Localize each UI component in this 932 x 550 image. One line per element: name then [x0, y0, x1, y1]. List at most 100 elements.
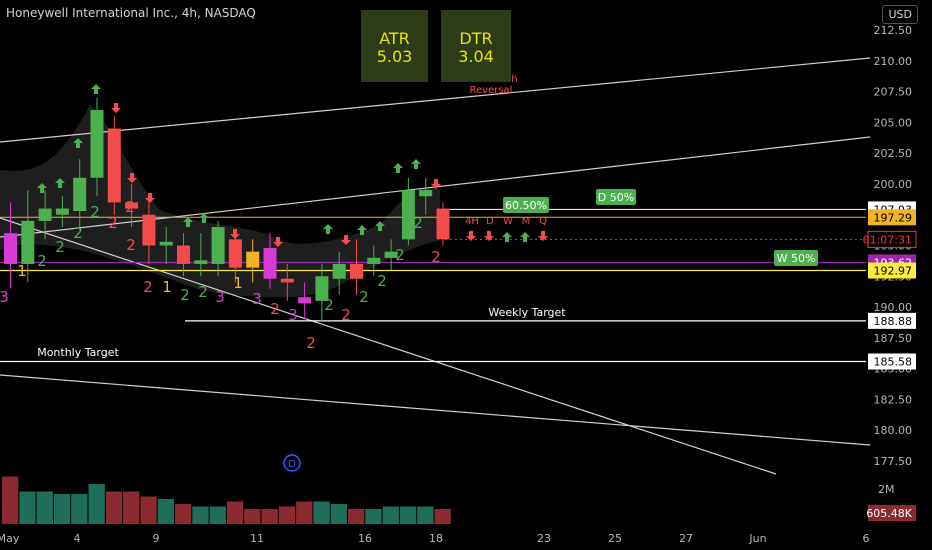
- sequence-count: 2: [359, 288, 369, 306]
- dtr-label: DTR: [459, 29, 493, 48]
- volume-bar: [278, 506, 296, 524]
- arrow-down-icon: [273, 237, 283, 247]
- currency-button[interactable]: USD: [882, 5, 918, 24]
- sequence-count: 2: [55, 238, 65, 256]
- volume-bar: [105, 491, 123, 524]
- candle-body: [90, 110, 104, 178]
- candle-body: [401, 190, 415, 240]
- volume-bar: [330, 504, 347, 524]
- sequence-count: 2: [143, 278, 153, 296]
- p60-tag: 60.50%: [505, 199, 547, 212]
- price-label-bg: [867, 230, 917, 248]
- volume-bar: [244, 509, 261, 524]
- candle-body: [436, 208, 450, 240]
- price-label: 197.29: [874, 211, 913, 224]
- volume-bar: [399, 506, 417, 524]
- volume-bar: [19, 491, 36, 524]
- arrow-up-icon: [37, 183, 47, 193]
- x-tick-label: May: [0, 532, 20, 545]
- sequence-count: 2: [180, 286, 190, 304]
- candle-body: [332, 263, 346, 279]
- candle-body: [298, 297, 312, 304]
- sequence-count: 2: [413, 214, 423, 232]
- candle-body: [142, 214, 156, 246]
- candle-body: [55, 208, 69, 215]
- volume-bar: [175, 504, 192, 524]
- volume-bar: [2, 476, 19, 524]
- y-tick-label: 205.00: [874, 116, 913, 129]
- sequence-count: 3: [252, 290, 262, 308]
- w50-tag-bg: [774, 250, 818, 266]
- atr-label: ATR: [379, 29, 410, 48]
- arrow-down-icon: [484, 231, 494, 241]
- sequence-count: 2: [341, 306, 351, 324]
- candle-body: [159, 241, 173, 246]
- arrow-down-icon: [127, 173, 137, 183]
- x-tick-label: 16: [358, 532, 372, 545]
- arrow-down-icon: [466, 231, 476, 241]
- sequence-count: 2: [324, 296, 334, 314]
- weekly-target-label: Weekly Target: [488, 306, 566, 319]
- trend-line-upper: [0, 57, 871, 143]
- trend-line-falling: [0, 217, 777, 475]
- x-tick-label: 27: [679, 532, 693, 545]
- price-label: 192.97: [874, 264, 913, 277]
- volume-tick-label: 2M: [878, 483, 895, 496]
- volume-bar: [53, 494, 71, 524]
- d50-tag: D 50%: [598, 191, 634, 204]
- volume-bar: [382, 506, 399, 524]
- timeframe-label: W: [503, 216, 513, 227]
- candle-body: [125, 202, 139, 209]
- x-tick-label: 25: [608, 532, 622, 545]
- candle-body: [177, 245, 190, 264]
- price-label: 188.88: [874, 315, 913, 328]
- sequence-count: 2: [198, 283, 208, 301]
- volume-bar: [313, 501, 330, 524]
- sequence-count: 2: [395, 246, 405, 264]
- y-tick-label: 200.00: [874, 178, 913, 191]
- candle-body: [211, 227, 225, 264]
- candle-body: [280, 278, 294, 283]
- arrow-up-icon: [91, 84, 101, 94]
- chart-title: Honeywell International Inc., 4h, NASDAQ: [6, 6, 256, 20]
- candle-body: [38, 208, 52, 221]
- monthly-target-label: Monthly Target: [37, 346, 119, 359]
- candle-body: [107, 128, 121, 203]
- w50-tag: W 50%: [777, 252, 816, 265]
- timeframe-label: 4H: [465, 216, 479, 227]
- y-tick-label: 202.50: [874, 147, 913, 160]
- timeframe-label: Q: [539, 216, 547, 227]
- y-tick-label: 177.50: [874, 455, 913, 468]
- arrow-up-icon: [183, 217, 193, 227]
- arrow-up-icon: [55, 178, 65, 188]
- sequence-count: 2: [108, 214, 118, 232]
- sequence-count: 2: [377, 272, 387, 290]
- d-circle-icon: [283, 454, 301, 472]
- arrow-up-icon: [502, 232, 512, 242]
- y-tick-label: 210.00: [874, 55, 913, 68]
- volume-label-bg: [868, 505, 916, 521]
- sequence-count: 3: [288, 306, 298, 324]
- y-tick-label: 190.00: [874, 301, 913, 314]
- candle-body: [350, 263, 363, 279]
- volume-bar: [261, 509, 278, 524]
- timeframe-label: D: [486, 216, 494, 227]
- sequence-count: 2: [73, 224, 83, 242]
- x-tick-label: 4: [74, 532, 81, 545]
- volume-bar: [36, 491, 53, 524]
- sequence-count: 1: [162, 278, 172, 296]
- atr-value: 5.03: [376, 47, 413, 66]
- sequence-count: 2: [125, 198, 135, 216]
- volume-bar: [226, 501, 244, 524]
- candle-body: [73, 177, 87, 212]
- sequence-count: 3: [0, 288, 9, 306]
- volume-bar: [140, 496, 157, 524]
- price-label-bg: [868, 312, 916, 329]
- candle-body: [315, 276, 329, 301]
- volume-bar: [348, 509, 365, 524]
- volume-bar: [123, 491, 140, 524]
- price-label: 01:07:31: [863, 233, 912, 246]
- arrow-down-icon: [230, 229, 240, 239]
- arrow-up-icon: [73, 138, 83, 148]
